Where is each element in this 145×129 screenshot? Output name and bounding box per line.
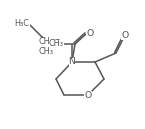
Text: H₃C: H₃C	[14, 18, 29, 27]
Text: CH₃: CH₃	[39, 47, 54, 57]
Text: O: O	[84, 91, 92, 99]
Text: N: N	[69, 58, 75, 67]
Text: CH₃: CH₃	[48, 39, 64, 49]
Text: O: O	[121, 30, 129, 39]
Text: CH: CH	[38, 38, 50, 46]
Text: O: O	[86, 29, 94, 38]
Text: O: O	[53, 39, 61, 49]
